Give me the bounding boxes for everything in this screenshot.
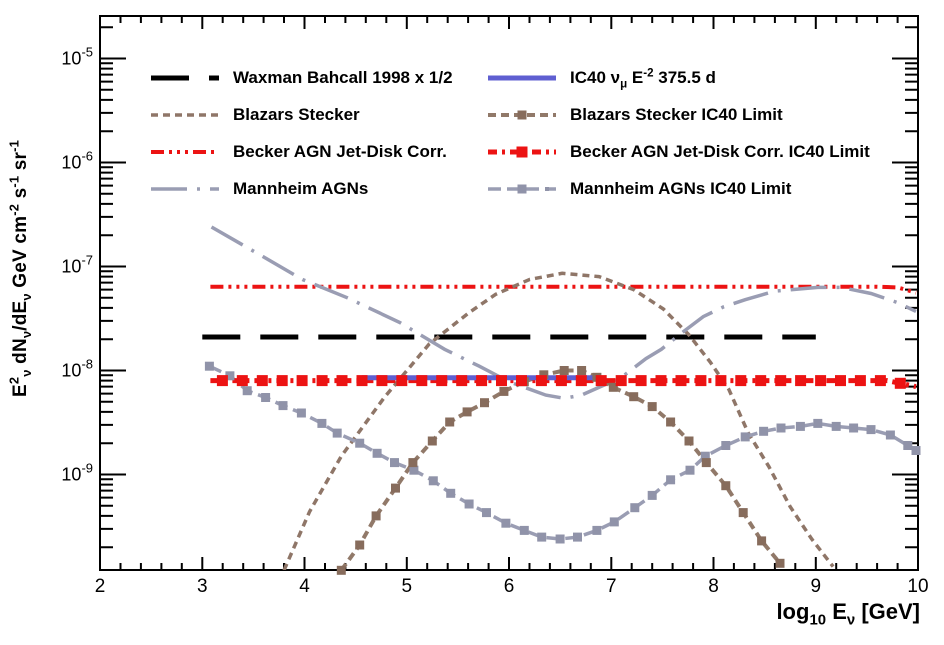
x-tick-label: 5 <box>401 576 412 597</box>
x-tick-label: 6 <box>504 576 515 597</box>
x-tick-label: 10 <box>907 576 928 597</box>
series-lines <box>202 225 917 570</box>
y-tick-label: 10-9 <box>61 461 93 485</box>
series-becker_agn-line <box>210 284 917 295</box>
x-tick-label: 8 <box>708 576 719 597</box>
y-tick-label: 10-8 <box>61 357 93 381</box>
x-tick-label: 2 <box>95 576 106 597</box>
series-becker_agn_limit-line <box>210 378 917 390</box>
series-mannheim_agns-line <box>210 225 917 401</box>
series-mannheim_agns_limit-markers <box>204 361 921 544</box>
y-tick-label: 10-5 <box>61 45 93 69</box>
axis-ticks <box>99 16 919 570</box>
x-tick-label: 7 <box>606 576 617 597</box>
y-tick-label: 10-6 <box>61 149 93 173</box>
x-axis-tick-labels: 2 3 4 5 6 7 8 9 10 <box>95 576 929 597</box>
series-blazars_stecker_limit-markers <box>336 366 785 575</box>
x-tick-label: 3 <box>197 576 208 597</box>
y-tick-label: 10-7 <box>61 253 93 277</box>
y-axis-tick-labels: 10-5 10-6 10-7 10-8 10-9 <box>61 45 93 485</box>
series-mannheim_agns_limit-line <box>208 364 917 541</box>
x-tick-label: 9 <box>810 576 821 597</box>
plot-frame <box>99 15 919 571</box>
series-becker_agn_limit-markers <box>216 375 906 389</box>
x-axis-title: log10 Eν [GeV] <box>776 599 920 629</box>
x-tick-label: 4 <box>299 576 310 597</box>
y-axis-title: E2ν dNν/dEν GeV cm-2 s-1 sr-1 <box>6 139 34 397</box>
